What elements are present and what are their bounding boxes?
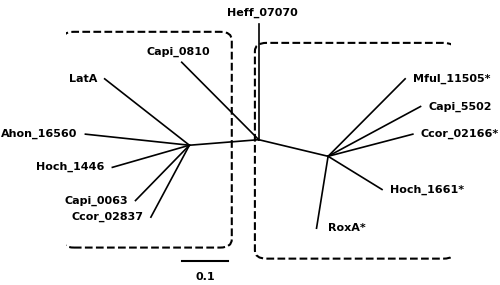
Text: Heff_07070: Heff_07070: [227, 8, 298, 18]
Text: Capi_0063: Capi_0063: [64, 196, 128, 206]
Text: Ahon_16560: Ahon_16560: [2, 129, 78, 139]
Text: 0.1: 0.1: [195, 272, 214, 282]
Text: RoxA*: RoxA*: [328, 223, 366, 233]
Text: Hoch_1446: Hoch_1446: [36, 162, 104, 172]
Text: Ccor_02837: Ccor_02837: [71, 212, 143, 222]
Text: Mful_11505*: Mful_11505*: [413, 74, 490, 84]
Text: LatA: LatA: [68, 74, 97, 84]
Text: Ccor_02166*: Ccor_02166*: [420, 129, 499, 139]
Text: Capi_5502: Capi_5502: [428, 101, 492, 112]
Text: Hoch_1661*: Hoch_1661*: [390, 184, 464, 195]
Text: Capi_0810: Capi_0810: [146, 46, 210, 57]
